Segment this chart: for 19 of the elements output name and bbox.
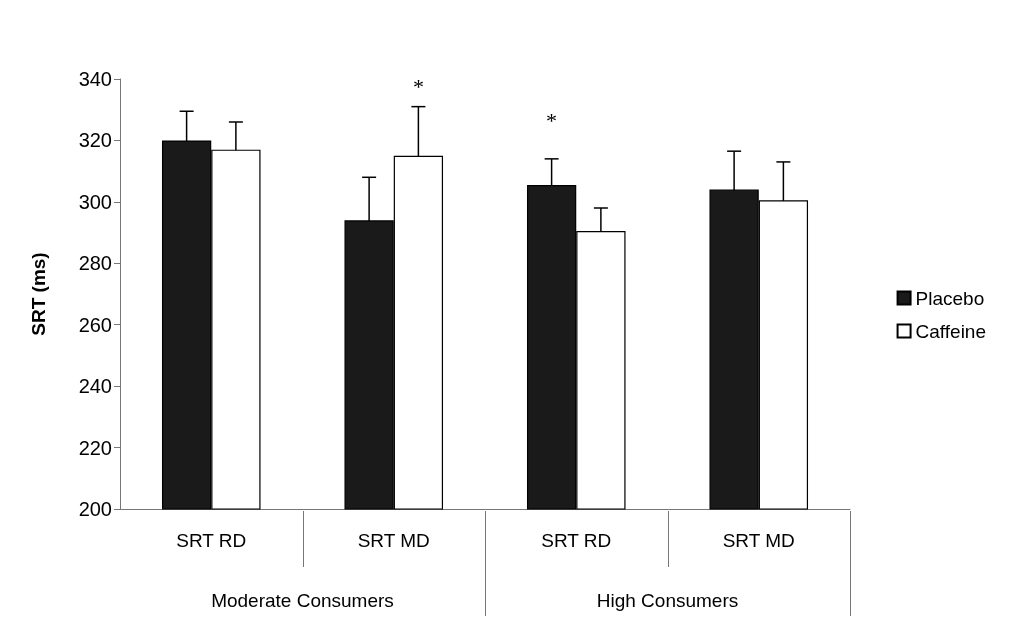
y-tick-label: 240 bbox=[78, 375, 112, 398]
y-tick-label: 280 bbox=[78, 252, 112, 275]
y-tick-label: 220 bbox=[78, 436, 112, 459]
x-tick-label: SRT RD bbox=[541, 530, 612, 551]
annotation: * bbox=[546, 108, 558, 134]
y-tick-label: 260 bbox=[78, 313, 112, 336]
y-tick-label: 200 bbox=[78, 498, 112, 520]
x-tick-label: SRT MD bbox=[357, 530, 430, 551]
y-axis-title: SRT (ms) bbox=[28, 252, 49, 336]
text: High Consumers bbox=[596, 590, 739, 611]
legend-label: Placebo bbox=[915, 287, 985, 309]
text: Moderate Consumers bbox=[211, 590, 394, 611]
legend-label: Caffeine bbox=[915, 320, 987, 342]
y-tick-label: 300 bbox=[78, 190, 112, 213]
x-tick-label: SRT MD bbox=[722, 530, 795, 551]
y-tick-label: 320 bbox=[78, 129, 112, 152]
annotation: * bbox=[412, 74, 424, 100]
x-tick-label: SRT RD bbox=[176, 530, 247, 551]
y-tick-label: 340 bbox=[78, 68, 112, 90]
